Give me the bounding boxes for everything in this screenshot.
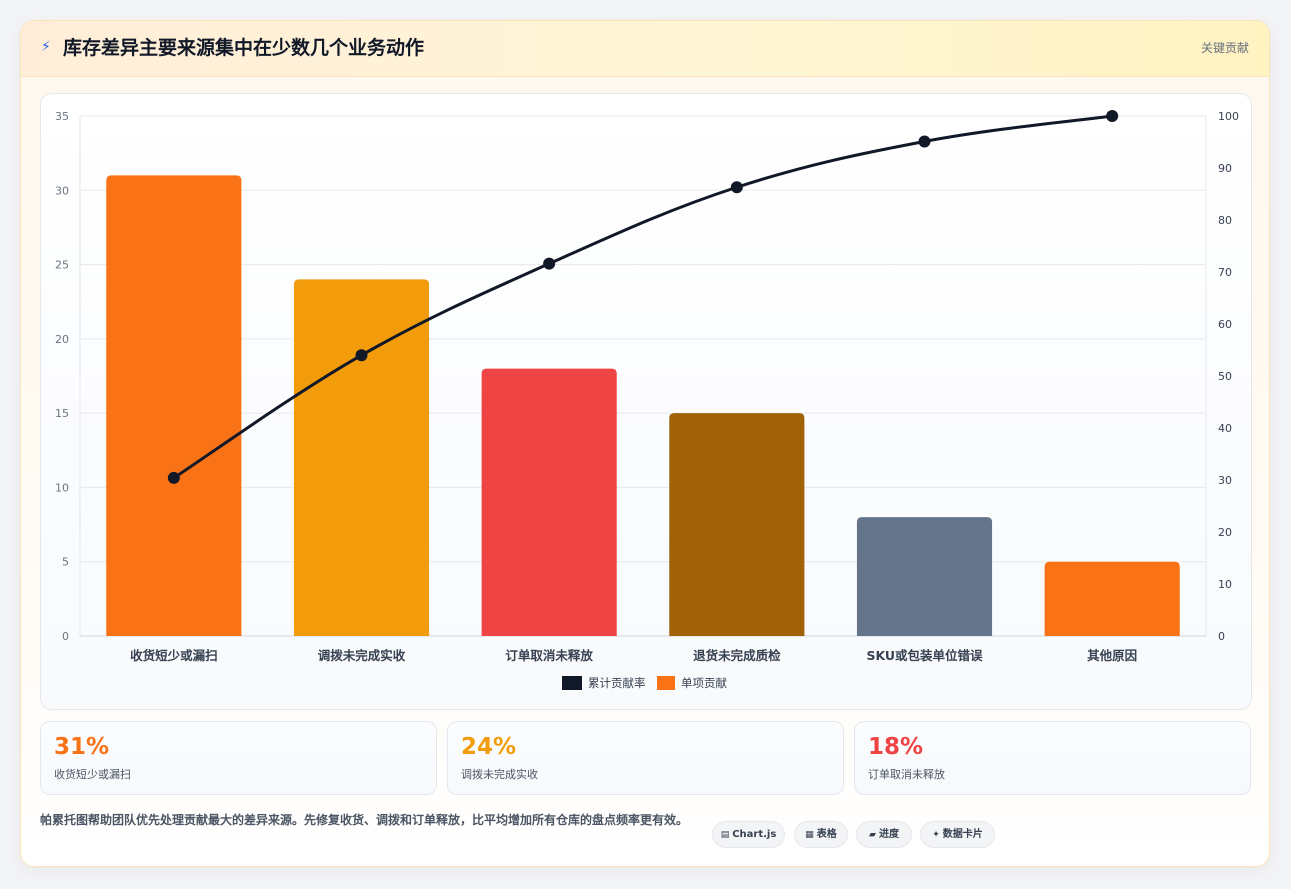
y-right-tick-label: 10 <box>1218 578 1232 591</box>
card-icon: ✦ <box>932 830 940 840</box>
chart-icon: ▤ <box>720 830 730 840</box>
bar-3 <box>481 368 617 636</box>
pill-table[interactable]: ▦ 表格 <box>794 821 848 848</box>
legend-swatch <box>562 676 582 690</box>
line-point-2 <box>355 349 368 362</box>
chart-card: ⚡ 库存差异主要来源集中在少数几个业务动作 关键贡献 0 5 10 15 20 25 30 3… <box>20 20 1270 867</box>
y-right-tick-label: 50 <box>1218 370 1232 383</box>
card-title: 库存差异主要来源集中在少数几个业务动作 <box>63 37 425 59</box>
x-tick-label: 调拨未完成实收 <box>318 648 406 663</box>
x-tick-label: 其他原因 <box>1087 648 1137 663</box>
y-left-tick-label: 35 <box>55 110 69 123</box>
y-left-tick-label: 25 <box>55 259 69 272</box>
footer-note: 帕累托图帮助团队优先处理贡献最大的差异来源。先修复收货、调拨和订单释放，比平均增… <box>40 813 689 827</box>
y-right-tick-label: 70 <box>1218 266 1232 279</box>
pill-label: 表格 <box>816 829 837 840</box>
line-point-3 <box>543 257 556 270</box>
y-right-tick-label: 0 <box>1218 630 1225 643</box>
y-right-tick-label: 100 <box>1218 110 1239 123</box>
y-left-tick-label: 5 <box>62 556 69 569</box>
y-left-tick-label: 10 <box>55 481 69 494</box>
cumulative-line <box>173 114 1113 480</box>
y-right-tick-label: 80 <box>1218 214 1232 227</box>
header-tag: 关键贡献 <box>1200 41 1249 55</box>
pill-datacard[interactable]: ✦ 数据卡片 <box>920 821 995 848</box>
y-left-tick-label: 15 <box>55 407 69 420</box>
stat-card-3: 18% 订单取消未释放 <box>854 721 1251 795</box>
pill-label: 进度 <box>878 829 899 840</box>
line-point-5 <box>918 135 931 148</box>
bar-5 <box>856 517 993 636</box>
pill-label: Chart.js <box>732 829 777 840</box>
bar-2 <box>293 279 430 636</box>
line-point-1 <box>167 471 180 484</box>
stat-label: 调拨未完成实收 <box>461 768 538 781</box>
stat-card-2: 24% 调拨未完成实收 <box>447 721 844 795</box>
bar-6 <box>1044 561 1180 636</box>
legend-label: 单项贡献 <box>681 676 727 690</box>
y-right-tick-label: 30 <box>1218 474 1232 487</box>
y-right-tick-label: 60 <box>1218 318 1232 331</box>
stat-value: 24% <box>461 734 517 760</box>
pill-progress[interactable]: ▰ 进度 <box>856 821 912 848</box>
y-left-tick-label: 20 <box>55 333 69 346</box>
bar-1 <box>106 175 242 636</box>
x-tick-label: SKU或包装单位错误 <box>866 648 983 663</box>
y-right-tick-label: 90 <box>1218 162 1232 175</box>
y-left-tick-label: 30 <box>55 184 69 197</box>
x-tick-label: 订单取消未释放 <box>505 648 593 663</box>
stat-label: 订单取消未释放 <box>868 768 945 781</box>
legend-swatch <box>657 676 675 690</box>
chart-panel: 0 5 10 15 20 25 30 35 0 10 20 30 40 50 60 70 80 90 100 收货短少… <box>40 93 1252 710</box>
y-right-tick-label: 20 <box>1218 526 1232 539</box>
stat-card-1: 31% 收货短少或漏扫 <box>40 721 437 795</box>
x-tick-label: 收货短少或漏扫 <box>130 648 218 663</box>
x-tick-label: 退货未完成质检 <box>693 648 781 663</box>
progress-icon: ▰ <box>869 830 876 840</box>
line-point-4 <box>730 181 743 194</box>
table-icon: ▦ <box>805 830 814 840</box>
y-right-tick-label: 40 <box>1218 422 1232 435</box>
legend-label: 累计贡献率 <box>588 676 646 690</box>
stat-value: 31% <box>54 734 110 760</box>
pareto-chart: 0 5 10 15 20 25 30 35 0 10 20 30 40 50 60 70 80 90 100 收货短少… <box>55 110 1239 690</box>
card-header: ⚡ 库存差异主要来源集中在少数几个业务动作 关键贡献 <box>21 21 1269 77</box>
lightning-icon: ⚡ <box>41 39 51 55</box>
y-left-tick-label: 0 <box>62 630 69 643</box>
pill-chartjs[interactable]: ▤ Chart.js <box>712 821 785 848</box>
pill-label: 数据卡片 <box>942 829 983 840</box>
line-point-6 <box>1106 110 1119 122</box>
stat-value: 18% <box>868 734 924 760</box>
bar-4 <box>669 413 805 636</box>
stat-label: 收货短少或漏扫 <box>54 768 131 781</box>
